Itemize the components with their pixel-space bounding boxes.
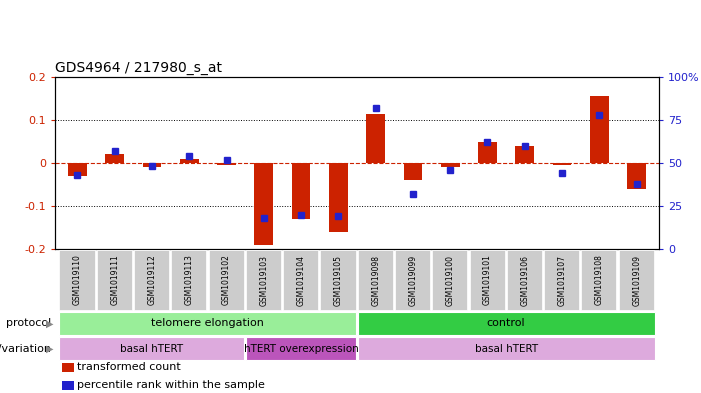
Text: GSM1019108: GSM1019108 <box>595 255 604 305</box>
Text: protocol: protocol <box>6 318 51 329</box>
Text: ▶: ▶ <box>46 343 53 353</box>
Bar <box>209 250 244 310</box>
Text: GSM1019098: GSM1019098 <box>371 255 380 305</box>
Text: GSM1019101: GSM1019101 <box>483 255 492 305</box>
Bar <box>105 154 124 163</box>
Text: basal hTERT: basal hTERT <box>121 343 184 353</box>
Bar <box>470 250 505 310</box>
Text: genotype/variation: genotype/variation <box>0 343 51 353</box>
Bar <box>180 159 198 163</box>
Bar <box>627 163 646 189</box>
Text: GSM1019111: GSM1019111 <box>110 255 119 305</box>
Text: hTERT overexpression: hTERT overexpression <box>244 343 358 353</box>
Text: GSM1019110: GSM1019110 <box>73 255 82 305</box>
Bar <box>292 163 311 219</box>
Bar <box>590 96 608 163</box>
Bar <box>544 250 579 310</box>
Bar <box>433 250 468 310</box>
Bar <box>246 337 356 360</box>
Bar <box>97 250 132 310</box>
Text: GSM1019112: GSM1019112 <box>147 255 156 305</box>
Text: basal hTERT: basal hTERT <box>475 343 538 353</box>
Bar <box>60 337 245 360</box>
Bar <box>283 250 318 310</box>
Text: GSM1019107: GSM1019107 <box>557 255 566 305</box>
Text: percentile rank within the sample: percentile rank within the sample <box>77 380 265 390</box>
Text: control: control <box>486 318 526 329</box>
Text: GSM1019109: GSM1019109 <box>632 255 641 305</box>
Bar <box>254 163 273 245</box>
Text: GSM1019104: GSM1019104 <box>297 255 306 305</box>
Bar <box>478 141 497 163</box>
Bar <box>329 163 348 232</box>
Bar <box>367 114 385 163</box>
Bar <box>134 250 169 310</box>
Bar <box>395 250 430 310</box>
Text: GSM1019113: GSM1019113 <box>185 255 193 305</box>
Bar <box>507 250 542 310</box>
Bar <box>619 250 654 310</box>
Bar <box>320 250 355 310</box>
Bar <box>515 146 534 163</box>
Text: GSM1019099: GSM1019099 <box>409 254 417 306</box>
Bar <box>553 163 571 165</box>
Text: transformed count: transformed count <box>77 362 181 372</box>
Bar <box>441 163 460 167</box>
Text: GSM1019100: GSM1019100 <box>446 255 455 305</box>
Bar <box>246 250 281 310</box>
Text: ▶: ▶ <box>46 318 53 329</box>
Text: GSM1019106: GSM1019106 <box>520 255 529 305</box>
Bar <box>68 163 87 176</box>
Bar <box>60 312 356 335</box>
Bar <box>358 337 655 360</box>
Bar <box>358 312 655 335</box>
Text: GDS4964 / 217980_s_at: GDS4964 / 217980_s_at <box>55 61 222 75</box>
Text: GSM1019103: GSM1019103 <box>259 255 268 305</box>
Text: GSM1019102: GSM1019102 <box>222 255 231 305</box>
Bar <box>404 163 422 180</box>
Bar <box>581 250 616 310</box>
Text: GSM1019105: GSM1019105 <box>334 255 343 305</box>
Bar <box>171 250 206 310</box>
Bar <box>217 163 236 165</box>
Text: telomere elongation: telomere elongation <box>151 318 264 329</box>
Bar <box>60 250 95 310</box>
Bar <box>142 163 161 167</box>
Bar <box>358 250 393 310</box>
